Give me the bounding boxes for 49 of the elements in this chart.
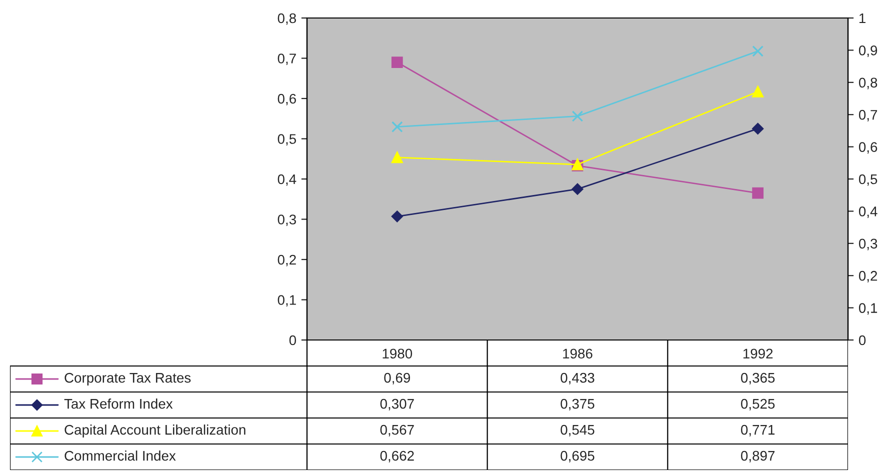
legend-label: Capital Account Liberalization xyxy=(64,424,246,438)
x-tick-label: 1992 xyxy=(743,348,773,359)
y2-tick-label: 0,6 xyxy=(858,142,878,154)
point xyxy=(572,110,584,122)
data-label: 0,525 xyxy=(741,398,775,410)
data-label: 0,69 xyxy=(384,372,410,384)
point xyxy=(391,56,403,68)
point xyxy=(752,86,764,98)
point xyxy=(391,152,403,164)
x-tick-label: 1986 xyxy=(563,348,592,359)
point xyxy=(391,121,403,133)
point xyxy=(572,183,584,195)
data-label: 0,567 xyxy=(380,424,414,436)
y-tick-label: 0,3 xyxy=(278,214,296,226)
y2-tick-label: 0,7 xyxy=(858,110,878,122)
data-label: 0,662 xyxy=(380,450,414,462)
y2-tick-label: 0 xyxy=(858,335,866,346)
data-label: 0,365 xyxy=(741,372,775,384)
point xyxy=(752,187,764,199)
y2-tick-label: 0,4 xyxy=(858,206,878,218)
y-tick-label: 0,6 xyxy=(278,94,296,106)
data-label: 0,771 xyxy=(741,424,775,436)
y2-tick-label: 0,5 xyxy=(858,174,878,186)
y2-tick-label: 0,9 xyxy=(858,46,878,58)
x-tick-label: 1980 xyxy=(382,348,412,359)
point xyxy=(752,45,764,57)
point xyxy=(752,122,764,134)
data-label: 0,695 xyxy=(560,450,594,462)
data-label: 0,433 xyxy=(560,372,594,384)
y-tick-label: 0 xyxy=(289,335,296,346)
y2-tick-label: 0,8 xyxy=(858,78,878,90)
y-tick-label: 0,7 xyxy=(278,54,296,66)
data-label: 0,545 xyxy=(560,424,594,436)
data-label: 0,897 xyxy=(741,450,775,462)
legend-label: Corporate Tax Rates xyxy=(64,372,191,386)
y2-tick-label: 0,2 xyxy=(858,270,878,282)
y-tick-label: 0,1 xyxy=(278,295,296,307)
data-label: 0,375 xyxy=(560,398,594,410)
y-tick-label: 0,5 xyxy=(278,134,296,146)
y-tick-label: 0,2 xyxy=(278,254,296,266)
y2-tick-label: 0,3 xyxy=(858,238,878,250)
y-tick-label: 0,8 xyxy=(278,13,296,25)
y2-tick-label: 0,1 xyxy=(858,303,878,315)
point xyxy=(391,210,403,222)
legend-label: Tax Reform Index xyxy=(64,398,173,409)
y2-tick-label: 1 xyxy=(859,13,866,24)
y-tick-label: 0,4 xyxy=(278,174,296,186)
data-label: 0,307 xyxy=(380,398,414,410)
legend-label: Commercial Index xyxy=(64,450,176,461)
